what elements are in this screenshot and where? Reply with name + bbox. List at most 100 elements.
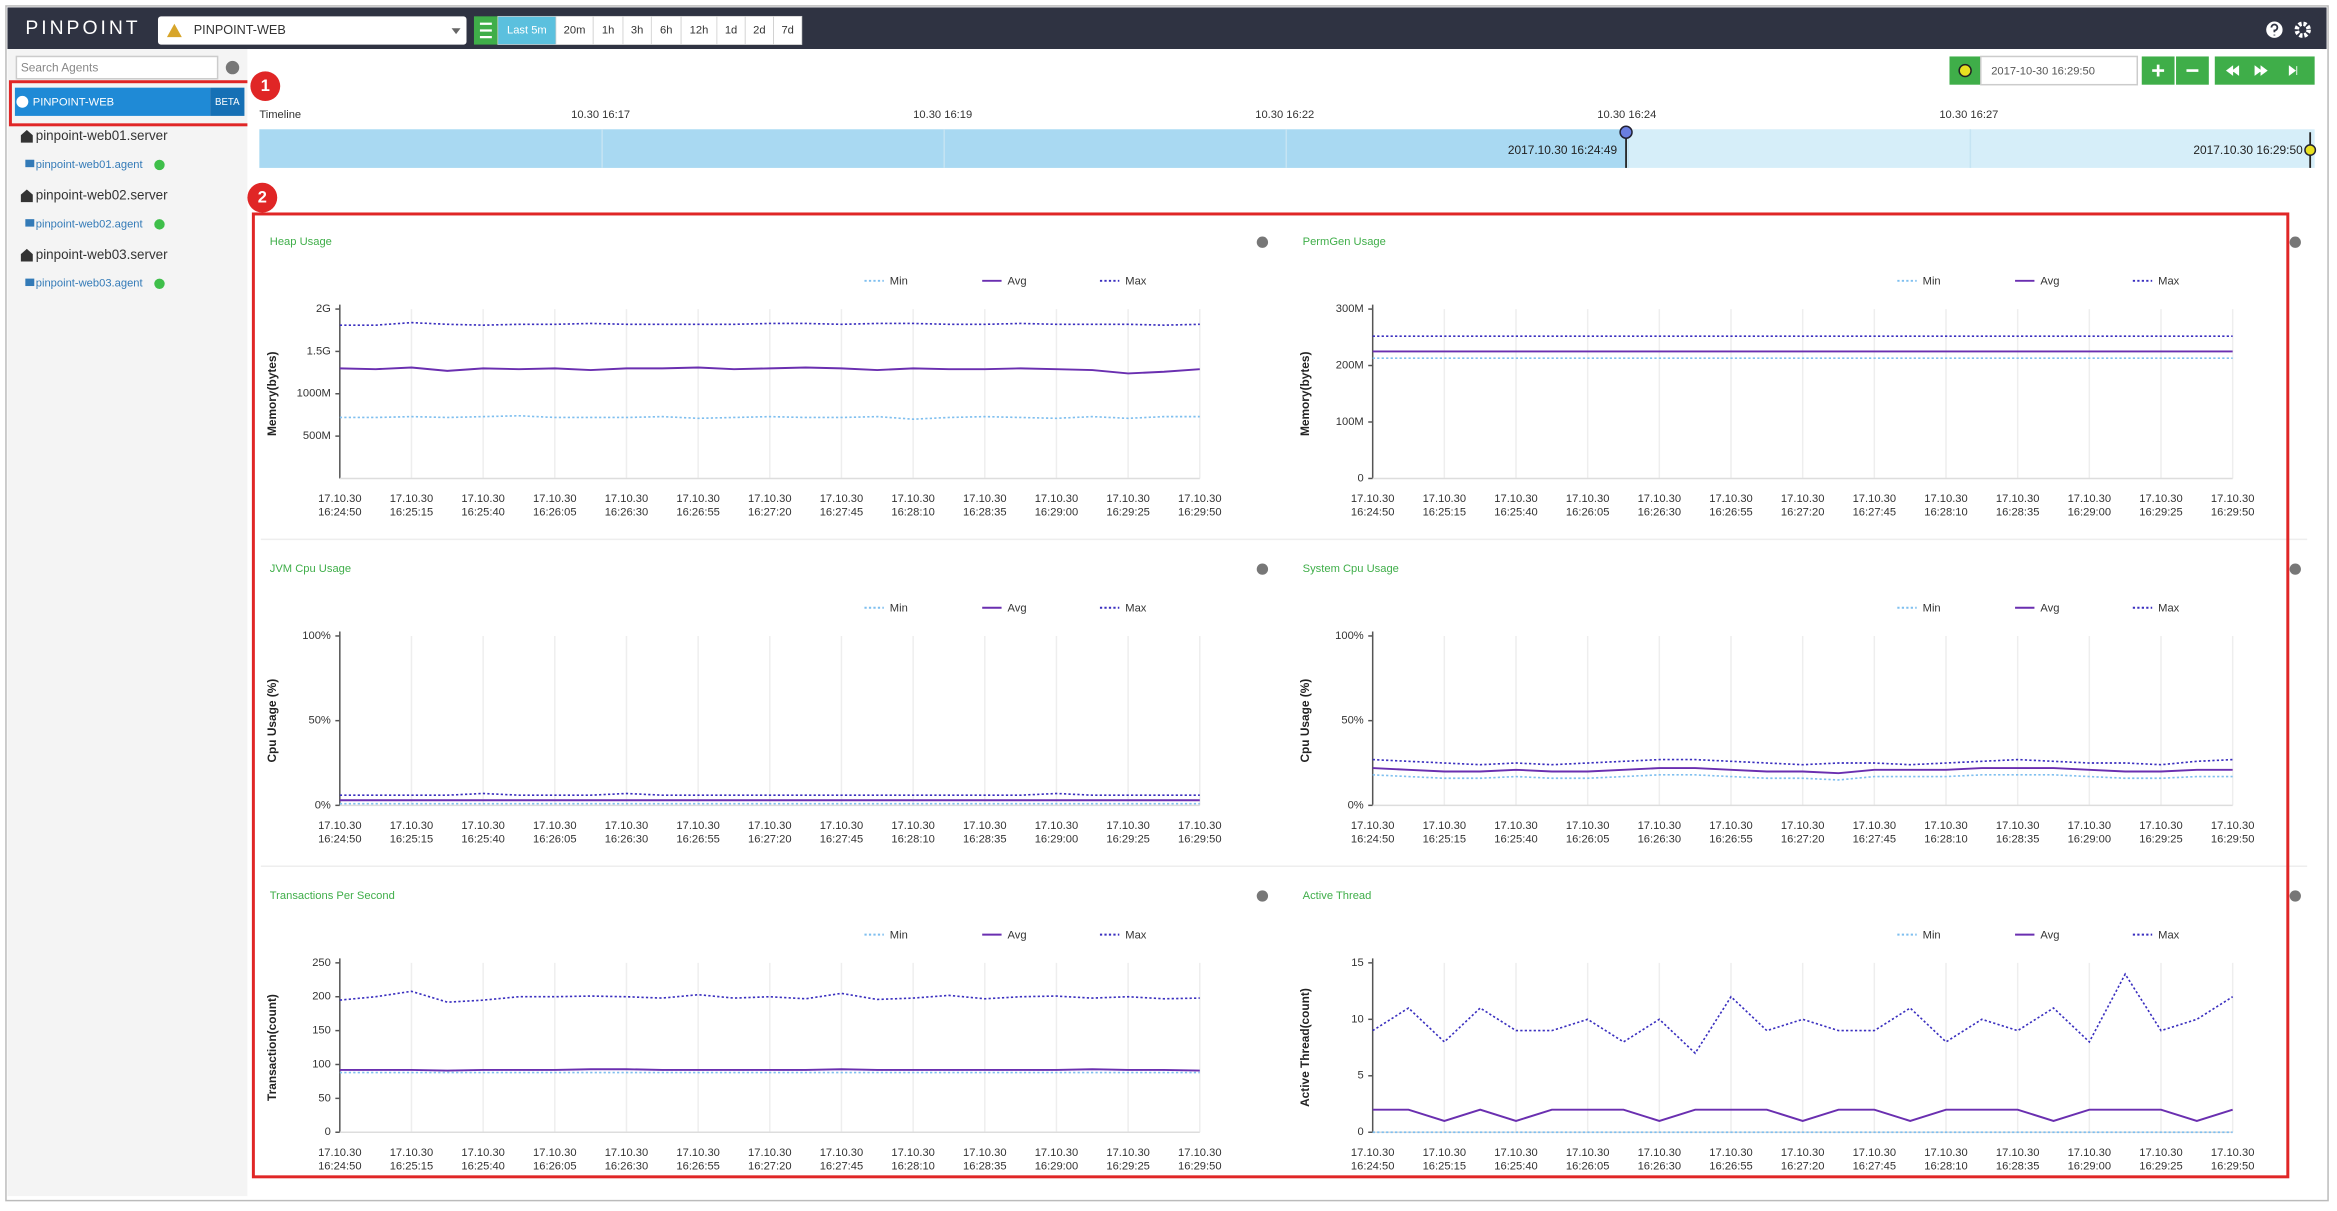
period-button[interactable] [622, 15, 652, 45]
legend-label[interactable]: Max [1125, 929, 1147, 941]
selected-app[interactable] [14, 87, 211, 116]
settings-button[interactable] [2294, 21, 2311, 38]
timeline-tick: 10.30 16:17 [571, 109, 630, 121]
chart-help[interactable] [2289, 890, 2301, 902]
x-tick-label: 17.10.30 [1996, 493, 2040, 505]
x-tick-label: 16:28:35 [1996, 507, 2040, 519]
y-tick-label: 15 [1351, 957, 1363, 969]
x-tick-label: 17.10.30 [318, 820, 362, 832]
period-label: 12h [690, 24, 709, 36]
legend-label[interactable]: Max [1125, 602, 1147, 614]
server-name[interactable]: pinpoint-web03.server [36, 247, 168, 262]
x-tick-label: 17.10.30 [963, 1147, 1007, 1159]
server-name[interactable]: pinpoint-web02.server [36, 188, 168, 203]
x-tick-label: 17.10.30 [1351, 820, 1395, 832]
x-tick-label: 16:26:05 [533, 1160, 577, 1172]
legend-label[interactable]: Max [2158, 602, 2180, 614]
y-tick-label: 50% [308, 715, 330, 727]
legend-label[interactable]: Avg [2040, 929, 2059, 941]
x-tick-label: 16:28:10 [1924, 833, 1968, 845]
x-tick-label: 16:26:30 [1638, 507, 1682, 519]
period-label: 2d [753, 24, 765, 36]
legend-label[interactable]: Max [2158, 276, 2180, 288]
x-tick-label: 16:24:50 [318, 1160, 362, 1172]
search-input[interactable] [15, 55, 219, 80]
y-tick-label: 200 [312, 991, 331, 1003]
x-tick-label: 17.10.30 [390, 820, 434, 832]
agent-status [154, 278, 165, 290]
server-icon [20, 189, 33, 203]
chart-title: Active Thread [1303, 890, 1372, 902]
x-tick-label: 17.10.30 [1035, 1147, 1079, 1159]
agent-name[interactable]: pinpoint-web01.agent [36, 159, 144, 171]
selected-app-name: PINPOINT-WEB [33, 96, 114, 108]
x-tick-label: 17.10.30 [1924, 1147, 1968, 1159]
x-tick-label: 17.10.30 [2211, 1147, 2255, 1159]
x-tick-label: 16:25:15 [1423, 833, 1467, 845]
chart-help[interactable] [1256, 563, 1269, 575]
legend-label[interactable]: Min [1923, 602, 1941, 614]
x-tick-label: 17.10.30 [748, 493, 792, 505]
agent-name[interactable]: pinpoint-web02.agent [36, 218, 144, 230]
x-tick-label: 16:28:10 [891, 1160, 935, 1172]
x-tick-label: 16:26:55 [1709, 507, 1753, 519]
chart-help[interactable] [1256, 890, 1269, 902]
x-tick-label: 16:29:50 [1178, 833, 1222, 845]
legend-label[interactable]: Min [890, 602, 908, 614]
server-name[interactable]: pinpoint-web01.server [36, 128, 168, 143]
legend-label[interactable]: Min [1923, 276, 1941, 288]
beta-badge [210, 87, 245, 116]
agent-icon [25, 278, 35, 287]
x-tick-label: 17.10.30 [1781, 493, 1825, 505]
legend-label[interactable]: Avg [1008, 929, 1027, 941]
timeline-tick: 10.30 16:24 [1597, 109, 1656, 121]
nav-glyphs [2225, 65, 2298, 76]
y-tick-label: 100% [302, 630, 331, 642]
chart-help[interactable] [2289, 236, 2301, 248]
x-tick-label: 17.10.30 [533, 493, 577, 505]
period-button[interactable] [497, 15, 557, 45]
legend-label[interactable]: Min [890, 276, 908, 288]
x-tick-label: 17.10.30 [1996, 820, 2040, 832]
logo: PINPOINT [25, 17, 140, 39]
x-tick-label: 16:26:05 [533, 833, 577, 845]
x-tick-label: 16:27:45 [820, 1160, 864, 1172]
legend-label[interactable]: Min [890, 929, 908, 941]
agent-name[interactable]: pinpoint-web03.agent [36, 278, 144, 290]
x-tick-label: 17.10.30 [748, 1147, 792, 1159]
x-tick-label: 16:29:00 [2068, 507, 2112, 519]
legend-label[interactable]: Max [2158, 929, 2180, 941]
range-handle[interactable] [2304, 144, 2317, 157]
period-button[interactable] [555, 15, 594, 45]
app-icon [166, 23, 182, 38]
annotation-badge [250, 71, 281, 102]
x-tick-label: 17.10.30 [676, 493, 720, 505]
period-button[interactable] [592, 15, 624, 45]
x-tick-label: 17.10.30 [1423, 820, 1467, 832]
x-tick-label: 16:27:45 [1853, 833, 1897, 845]
x-tick-label: 16:24:50 [1351, 833, 1395, 845]
annotation-badge [247, 182, 278, 213]
range-handle[interactable] [1619, 125, 1633, 139]
period-button[interactable] [773, 15, 803, 45]
legend-label[interactable]: Avg [1008, 602, 1027, 614]
legend-label[interactable]: Min [1923, 929, 1941, 941]
x-tick-label: 16:27:20 [748, 833, 792, 845]
period-label: 3h [631, 24, 643, 36]
x-tick-label: 17.10.30 [1178, 820, 1222, 832]
y-axis-label: Cpu Usage (%) [1298, 679, 1312, 763]
legend-label[interactable]: Avg [2040, 276, 2059, 288]
y-tick-label: 0 [1358, 1126, 1364, 1138]
chart-help[interactable] [1256, 236, 1269, 248]
chart-title: System Cpu Usage [1303, 563, 1399, 575]
legend-label[interactable]: Avg [1008, 276, 1027, 288]
x-tick-label: 17.10.30 [1423, 493, 1467, 505]
app-select[interactable] [157, 16, 467, 45]
legend-label[interactable]: Max [1125, 276, 1147, 288]
legend-label[interactable]: Avg [2040, 602, 2059, 614]
datetime-input[interactable] [1980, 55, 2139, 86]
period-button[interactable] [716, 15, 746, 45]
chart-help[interactable] [2289, 563, 2301, 575]
agent-icon [25, 159, 35, 168]
